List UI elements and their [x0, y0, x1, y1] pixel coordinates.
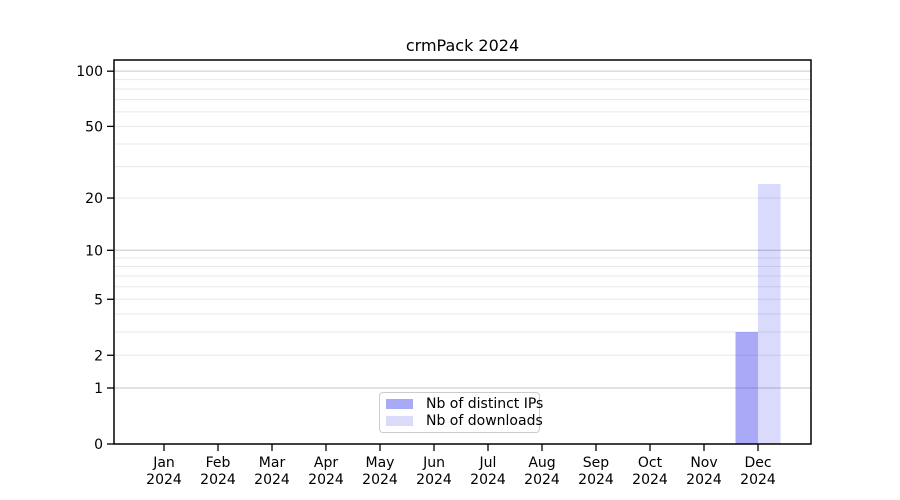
x-tick-label-year: 2024 — [632, 472, 668, 488]
legend-label: Nb of distinct IPs — [426, 396, 544, 413]
y-tick-label: 50 — [85, 119, 103, 135]
x-tick-label-month: May — [366, 455, 395, 471]
legend-swatch — [386, 415, 413, 426]
x-tick-label-month: Feb — [206, 455, 231, 471]
x-tick-label-year: 2024 — [200, 472, 236, 488]
x-tick-label-year: 2024 — [362, 472, 398, 488]
x-tick-label-month: Jan — [152, 455, 175, 471]
x-tick-label-month: Dec — [744, 455, 771, 471]
legend-item: Nb of downloads — [386, 413, 543, 430]
y-tick-label: 5 — [94, 292, 103, 308]
legend-label: Nb of downloads — [426, 412, 543, 429]
chart-title: crmPack 2024 — [405, 36, 520, 55]
x-tick-label-month: Jul — [479, 455, 497, 471]
y-tick-label: 2 — [94, 348, 103, 364]
x-tick-label-year: 2024 — [416, 472, 452, 488]
x-tick-label-month: Aug — [528, 455, 555, 471]
x-tick-label-month: Mar — [259, 455, 286, 471]
x-tick-label-year: 2024 — [578, 472, 614, 488]
x-tick-label-year: 2024 — [740, 472, 776, 488]
y-tick-label: 100 — [76, 64, 103, 80]
plot-frame — [113, 59, 812, 445]
y-tick-label: 0 — [94, 437, 103, 453]
x-tick-label-month: Nov — [690, 455, 717, 471]
x-tick-label-month: Oct — [638, 455, 663, 471]
x-tick-label-year: 2024 — [686, 472, 722, 488]
bar-nb-of-distinct-ips — [735, 332, 758, 444]
x-tick-label-month: Sep — [583, 455, 610, 471]
x-tick-label-year: 2024 — [254, 472, 290, 488]
x-tick-label-month: Apr — [314, 455, 338, 471]
y-tick-label: 1 — [94, 381, 103, 397]
y-tick-label: 10 — [85, 243, 103, 259]
x-tick-label-year: 2024 — [146, 472, 182, 488]
x-tick-label-year: 2024 — [470, 472, 506, 488]
legend-swatch — [386, 399, 413, 410]
bar-nb-of-downloads — [758, 183, 781, 444]
x-tick-label-year: 2024 — [308, 472, 344, 488]
legend: Nb of distinct IPs Nb of downloads — [379, 392, 543, 433]
x-tick-label-year: 2024 — [524, 472, 560, 488]
y-tick-label: 20 — [85, 191, 103, 207]
x-tick-label-month: Jun — [422, 455, 445, 471]
legend-item: Nb of distinct IPs — [386, 396, 543, 413]
